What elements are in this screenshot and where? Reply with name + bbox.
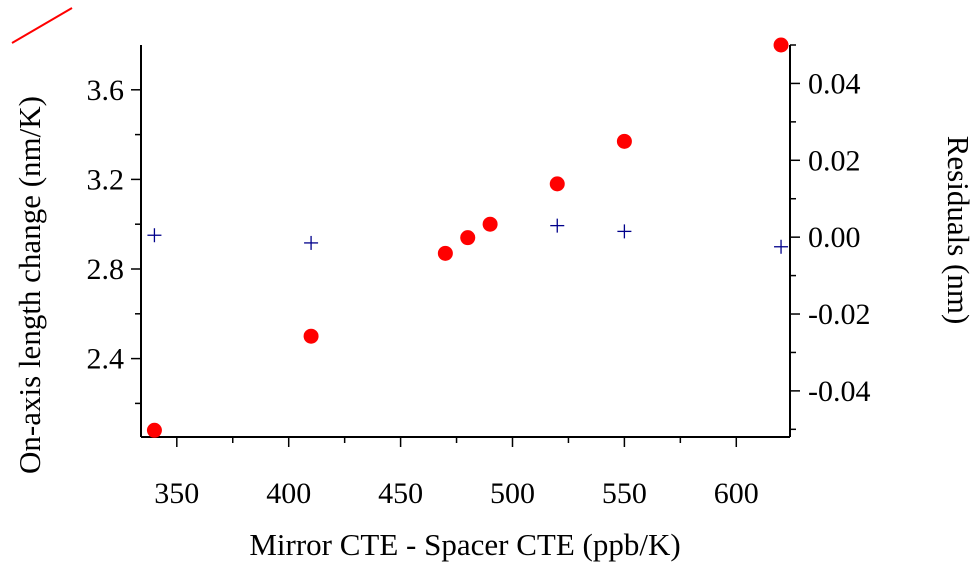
- x-tick-label: 500: [490, 477, 535, 510]
- right-y-axis-title: Residuals (nm): [941, 136, 975, 325]
- x-tick-label: 550: [602, 477, 647, 510]
- x-tick-label: 400: [266, 477, 311, 510]
- right-y-tick-label: -0.02: [808, 298, 871, 331]
- residual-plus-marker: [550, 218, 565, 233]
- data-point-circle: [773, 37, 789, 53]
- x-tick-label: 450: [378, 477, 423, 510]
- legend-line-swatch: [11, 7, 73, 44]
- left-y-tick-label: 2.8: [87, 253, 125, 286]
- right-y-tick-label: 0.02: [808, 144, 861, 177]
- plot-frame: [140, 45, 791, 438]
- left-y-axis-title: On-axis length change (nm/K): [12, 96, 47, 474]
- left-y-tick-label: 2.4: [87, 343, 125, 376]
- x-tick-label: 600: [714, 477, 759, 510]
- data-points: [146, 37, 789, 438]
- data-point-circle: [437, 245, 453, 261]
- x-axis-title: Mirror CTE - Spacer CTE (ppb/K): [249, 527, 680, 562]
- x-axis-ticks: 350 400 450 500 550 600: [154, 437, 759, 510]
- right-y-tick-label: -0.04: [808, 375, 871, 408]
- residual-plus-marker: [774, 239, 789, 254]
- residual-plus-marker: [304, 235, 319, 250]
- left-y-axis-ticks: 2.4 2.8 3.2 3.6: [87, 74, 141, 405]
- data-point-circle: [146, 422, 162, 438]
- x-tick-label: 350: [154, 477, 199, 510]
- left-y-tick-label: 3.2: [87, 163, 125, 196]
- data-point-circle: [549, 176, 565, 192]
- right-y-tick-label: 0.04: [808, 67, 861, 100]
- data-point-circle: [460, 230, 476, 246]
- data-point-circle: [616, 133, 632, 149]
- residual-plus-marker: [617, 224, 632, 239]
- left-y-tick-label: 3.6: [87, 74, 125, 107]
- right-y-axis-ticks: -0.04 -0.02 0.00 0.02 0.04: [790, 44, 871, 431]
- residual-plus-marker: [147, 228, 162, 243]
- data-point-circle: [482, 216, 498, 232]
- data-point-circle: [303, 328, 319, 344]
- right-y-tick-label: 0.00: [808, 221, 861, 254]
